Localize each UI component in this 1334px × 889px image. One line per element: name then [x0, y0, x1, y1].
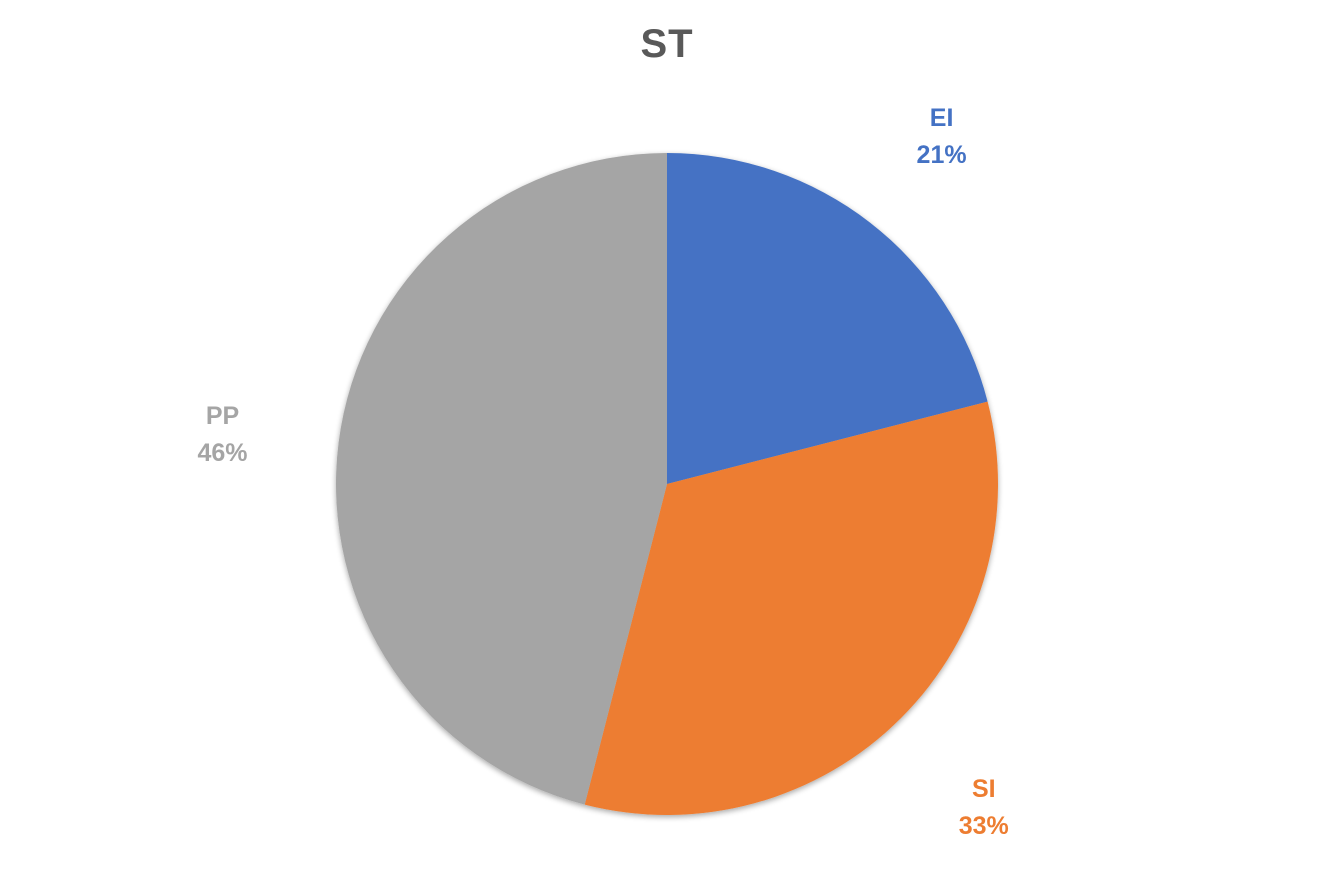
- pie-slices: [336, 153, 998, 816]
- data-label-category-si: SI: [972, 775, 996, 803]
- data-label-percent-pp: 46%: [198, 439, 248, 467]
- data-label-category-ei: EI: [930, 104, 954, 132]
- pie-slice-si: [584, 401, 998, 816]
- chart-title: ST: [640, 22, 694, 66]
- pie-slice-pp: [336, 153, 667, 805]
- data-label-category-pp: PP: [206, 402, 239, 430]
- data-label-percent-ei: 21%: [917, 141, 967, 169]
- pie-slice-ei: [667, 153, 988, 484]
- pie-data-labels: EI 21% SI 33% PP 46%: [198, 104, 1009, 840]
- data-label-percent-si: 33%: [959, 812, 1009, 840]
